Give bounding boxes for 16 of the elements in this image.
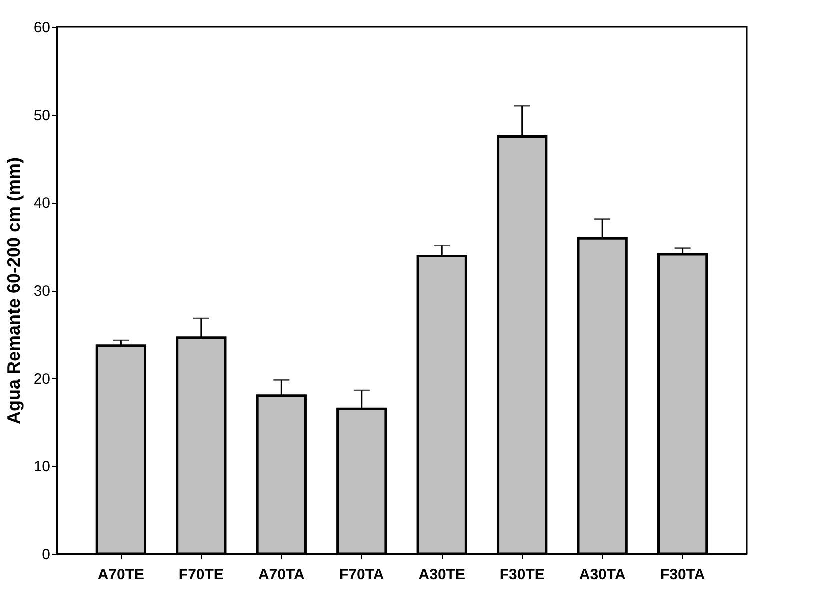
y-tick-label: 20 bbox=[34, 370, 50, 388]
y-tick-label: 50 bbox=[34, 107, 50, 124]
y-tick-label: 10 bbox=[34, 458, 50, 476]
x-tick-label: A70TA bbox=[258, 566, 306, 584]
y-tick-label: 60 bbox=[34, 20, 50, 36]
y-axis-title: Agua Remante 60-200 cm (mm) bbox=[4, 157, 24, 425]
x-tick-label: F30TE bbox=[500, 566, 545, 584]
x-tick-label: F30TA bbox=[660, 566, 706, 584]
y-tick-label: 0 bbox=[42, 546, 50, 564]
x-tick-label: F70TE bbox=[178, 566, 224, 584]
y-tick-label: 30 bbox=[34, 283, 50, 300]
x-tick-label: A30TE bbox=[418, 566, 466, 584]
y-tick-label: 40 bbox=[34, 195, 50, 212]
x-tick-label: A30TA bbox=[579, 566, 626, 584]
x-tick-label: F70TA bbox=[340, 566, 384, 584]
x-tick-label: A70TE bbox=[98, 566, 145, 584]
